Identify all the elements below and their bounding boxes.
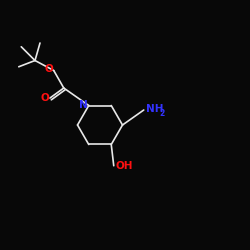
Text: N: N: [79, 100, 88, 110]
Text: OH: OH: [116, 161, 133, 171]
Text: 2: 2: [159, 108, 164, 118]
Text: NH: NH: [146, 104, 164, 115]
Text: O: O: [40, 93, 49, 103]
Text: O: O: [45, 64, 54, 74]
